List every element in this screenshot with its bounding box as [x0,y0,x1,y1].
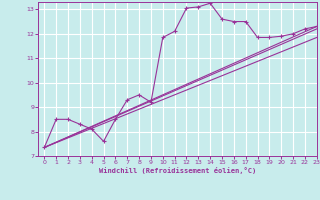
X-axis label: Windchill (Refroidissement éolien,°C): Windchill (Refroidissement éolien,°C) [99,167,256,174]
